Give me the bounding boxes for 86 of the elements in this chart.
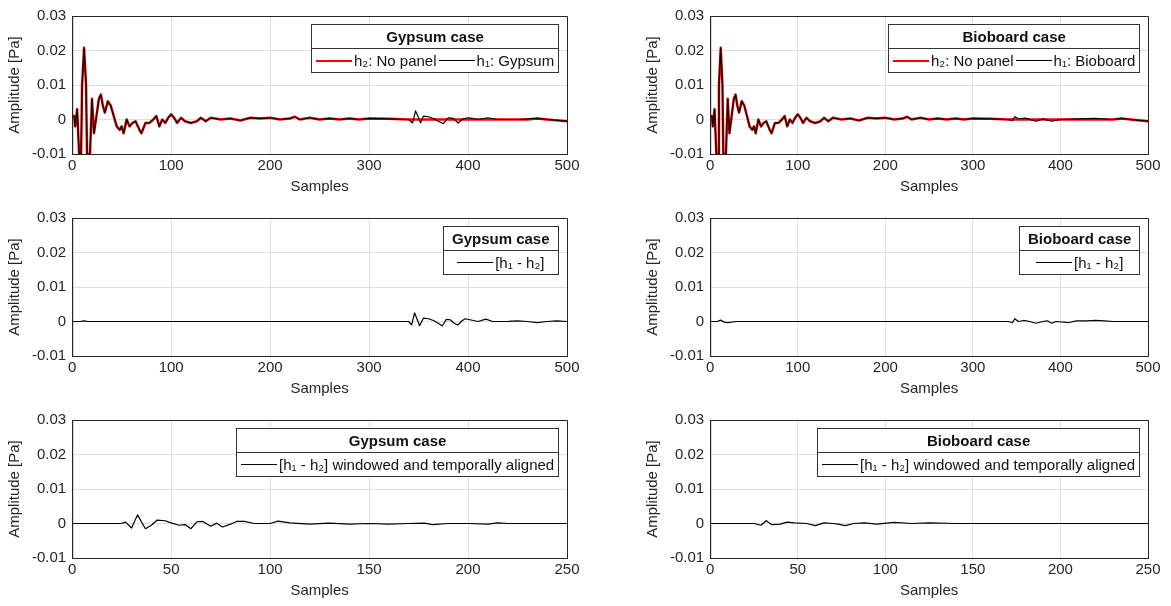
legend-label: [h₁ - h₂] windowed and temporally aligned	[279, 456, 555, 473]
y-axis-title: Amplitude [Pa]	[5, 36, 23, 134]
y-tick-label: -0.01	[669, 346, 705, 364]
x-tick-label: 200	[257, 156, 283, 174]
x-tick-label: 150	[356, 560, 382, 578]
x-tick-label: 250	[1135, 560, 1161, 578]
y-axis-title: Amplitude [Pa]	[5, 238, 23, 336]
x-tick-label: 200	[872, 156, 898, 174]
x-tick-label: 100	[257, 560, 283, 578]
y-tick-label: 0.03	[36, 410, 67, 428]
y-tick-label: -0.01	[669, 548, 705, 566]
x-tick-label: 100	[872, 560, 898, 578]
x-tick-label: 400	[455, 358, 481, 376]
y-axis-title: Amplitude [Pa]	[5, 440, 23, 538]
legend-label: h₁: Gypsum	[476, 52, 555, 69]
x-tick-label: 200	[257, 358, 283, 376]
x-tick-label: 50	[789, 560, 807, 578]
x-tick-label: 200	[455, 560, 481, 578]
x-tick-label: 400	[1047, 358, 1073, 376]
legend-label: [h₁ - h₂]	[495, 254, 545, 271]
x-tick-label: 100	[158, 156, 184, 174]
y-tick-label: 0.03	[674, 208, 705, 226]
x-axis-title: Samples	[290, 581, 349, 599]
y-tick-label: 0.03	[36, 6, 67, 24]
y-tick-label: -0.01	[31, 144, 67, 162]
x-tick-label: 300	[960, 358, 986, 376]
y-tick-label: 0.03	[674, 6, 705, 24]
legend-label: [h₁ - h₂]	[1074, 254, 1124, 271]
y-tick-label: 0.01	[674, 479, 705, 497]
x-axis-title: Samples	[290, 379, 349, 397]
legend-label: h₂: No panel	[354, 52, 437, 69]
y-axis-title: Amplitude [Pa]	[643, 440, 661, 538]
y-tick-label: 0.01	[674, 277, 705, 295]
x-tick-label: 200	[872, 358, 898, 376]
y-tick-label: 0	[695, 109, 705, 127]
x-tick-label: 200	[1047, 560, 1073, 578]
y-tick-label: -0.01	[31, 346, 67, 364]
x-tick-label: 500	[1135, 358, 1161, 376]
y-tick-label: 0	[57, 513, 67, 531]
legend-title: Bioboard case	[889, 25, 1140, 49]
y-tick-label: 0	[57, 311, 67, 329]
legend-label: h₂: No panel	[931, 52, 1014, 69]
x-tick-label: 500	[554, 156, 580, 174]
y-tick-label: 0.02	[674, 444, 705, 462]
x-axis-title: Samples	[899, 581, 959, 599]
y-tick-label: 0.03	[36, 208, 67, 226]
y-tick-label: 0.02	[36, 444, 67, 462]
x-tick-label: 150	[960, 560, 986, 578]
y-tick-label: 0	[695, 311, 705, 329]
legend-label: [h₁ - h₂] windowed and temporally aligned	[860, 456, 1136, 473]
x-tick-label: 400	[1047, 156, 1073, 174]
y-tick-label: 0.01	[36, 479, 67, 497]
x-axis-title: Samples	[899, 379, 959, 397]
y-tick-label: 0.02	[674, 40, 705, 58]
x-tick-label: 50	[162, 560, 180, 578]
y-tick-label: 0.01	[36, 75, 67, 93]
y-axis-title: Amplitude [Pa]	[643, 36, 661, 134]
y-tick-label: 0	[695, 513, 705, 531]
legend-title: Gypsum case	[312, 25, 559, 49]
y-tick-label: -0.01	[31, 548, 67, 566]
y-tick-label: 0.01	[674, 75, 705, 93]
legend-title: Bioboard case	[818, 429, 1140, 453]
x-tick-label: 300	[356, 156, 382, 174]
y-tick-label: 0.02	[36, 242, 67, 260]
x-tick-label: 100	[785, 156, 811, 174]
legend-title: Bioboard case	[1020, 227, 1140, 251]
x-axis-title: Samples	[290, 177, 349, 195]
x-axis-title: Samples	[899, 177, 959, 195]
x-tick-label: 400	[455, 156, 481, 174]
x-tick-label: 250	[554, 560, 580, 578]
y-tick-label: 0.01	[36, 277, 67, 295]
x-tick-label: 300	[960, 156, 986, 174]
y-tick-label: 0.02	[36, 40, 67, 58]
x-tick-label: 500	[554, 358, 580, 376]
y-tick-label: 0	[57, 109, 67, 127]
legend-title: Gypsum case	[237, 429, 559, 453]
x-tick-label: 300	[356, 358, 382, 376]
y-tick-label: -0.01	[669, 144, 705, 162]
y-axis-title: Amplitude [Pa]	[643, 238, 661, 336]
x-tick-label: 500	[1135, 156, 1161, 174]
y-tick-label: 0.02	[674, 242, 705, 260]
legend-title: Gypsum case	[444, 227, 558, 251]
x-tick-label: 100	[158, 358, 184, 376]
x-tick-label: 100	[785, 358, 811, 376]
legend-label: h₁: Bioboard	[1053, 52, 1136, 69]
y-tick-label: 0.03	[674, 410, 705, 428]
